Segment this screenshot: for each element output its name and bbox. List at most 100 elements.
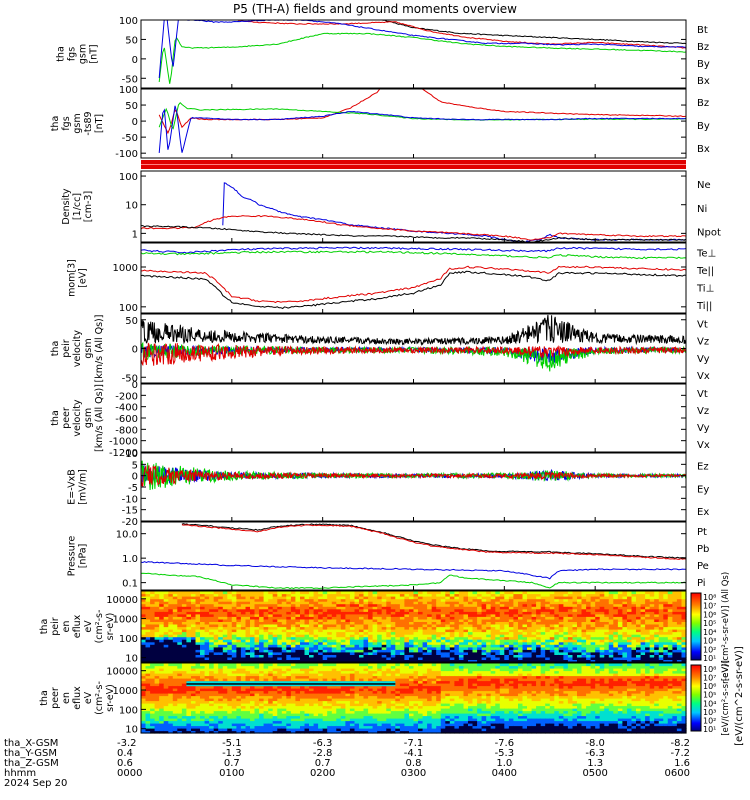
spectrogram-cell [318,598,324,602]
spectrogram-cell [195,728,201,732]
spectrogram-cell [445,606,451,610]
spectrogram-cell [463,601,469,605]
spectrogram-cell [222,720,228,724]
spectrogram-cell [399,629,405,633]
spectrogram-cell [195,603,201,607]
spectrogram-cell [631,593,637,597]
y-tick-label: 50 [125,101,138,112]
spectrogram-cell [254,670,260,674]
spectrogram-cell [250,713,256,717]
spectrogram-cell [286,705,292,709]
spectrogram-cell [336,629,342,633]
spectrogram-cell [145,683,151,687]
spectrogram-cell [172,656,178,660]
spectrogram-cell [340,665,346,669]
spectrogram-cell [231,636,237,640]
spectrogram-cell [354,641,360,645]
spectrogram-cell [627,639,633,643]
spectrogram-cell [617,651,623,655]
spectrogram-cell [454,654,460,658]
spectrogram-cell [145,629,151,633]
spectrogram-cell [386,634,392,638]
spectrogram-cell [427,613,433,617]
spectrogram-cell [549,601,555,605]
spectrogram-cell [295,668,301,672]
spectrogram-cell [277,703,283,707]
spectrogram-cell [250,593,256,597]
spectrogram-cell [309,651,315,655]
separator-strip [141,160,686,169]
spectrogram-cell [531,634,537,638]
spectrogram-cell [340,593,346,597]
spectrogram-cell [172,634,178,638]
y-axis-label: peer [61,407,72,429]
spectrogram-cell [672,624,678,628]
spectrogram-cell [250,698,256,702]
spectrogram-cell [504,601,510,605]
spectrogram-cell [254,700,260,704]
spectrogram-cell [595,639,601,643]
spectrogram-cell [549,626,555,630]
legend-entry: Te|| [696,266,714,277]
spectrogram-cell [181,698,187,702]
spectrogram-cell [263,649,269,653]
spectrogram-cell [286,646,292,650]
spectrogram-cell [154,651,160,655]
spectrogram-cell [309,670,315,674]
spectrogram-cell [449,616,455,620]
spectrogram-cell [254,720,260,724]
spectrogram-cell [254,663,260,667]
spectrogram-cell [481,629,487,633]
spectrogram-cell [150,603,156,607]
spectrogram-cell [191,596,197,600]
spectrogram-cell [186,678,192,682]
spectrogram-cell [159,659,165,663]
spectrogram-cell [418,646,424,650]
spectrogram-cell [322,651,328,655]
spectrogram-cell [468,636,474,640]
spectrogram-cell [481,611,487,615]
spectrogram-cell [186,723,192,727]
spectrogram-cell [186,593,192,597]
spectrogram-cell [154,703,160,707]
spectrogram-cell [458,621,464,625]
spectrogram-cell [195,678,201,682]
spectrogram-cell [377,603,383,607]
spectrogram-cell [195,693,201,697]
spectrogram-cell [681,616,687,620]
spectrogram-cell [277,606,283,610]
spectrogram-cell [340,659,346,663]
spectrogram-cell [490,606,496,610]
spectrogram-cell [545,603,551,607]
spectrogram-cell [168,639,174,643]
spectrogram-cell [504,603,510,607]
spectrogram-cell [250,601,256,605]
spectrogram-cell [413,603,419,607]
spectrogram-cell [150,713,156,717]
spectrogram-cell [231,644,237,648]
spectrogram-cell [300,688,306,692]
spectrogram-cell [263,725,269,729]
spectrogram-cell [608,656,614,660]
spectrogram-cell [163,639,169,643]
spectrogram-cell [318,675,324,679]
spectrogram-cell [254,703,260,707]
spectrogram-cell [427,649,433,653]
spectrogram-cell [263,713,269,717]
spectrogram-cell [345,656,351,660]
spectrogram-cell [645,598,651,602]
spectrogram-cell [145,646,151,650]
spectrogram-cell [590,649,596,653]
spectrogram-cell [527,659,533,663]
spectrogram-cell [213,591,219,595]
spectrogram-cell [531,644,537,648]
spectrogram-cell [181,715,187,719]
spectrogram-cell [263,656,269,660]
spectrogram-cell [613,629,619,633]
series-line-Pe [141,561,686,580]
y-tick-label: 10.0 [116,530,138,541]
spectrogram-cell [431,644,437,648]
spectrogram-cell [499,608,505,612]
spectrogram-cell [636,631,642,635]
spectrogram-cell [345,695,351,699]
